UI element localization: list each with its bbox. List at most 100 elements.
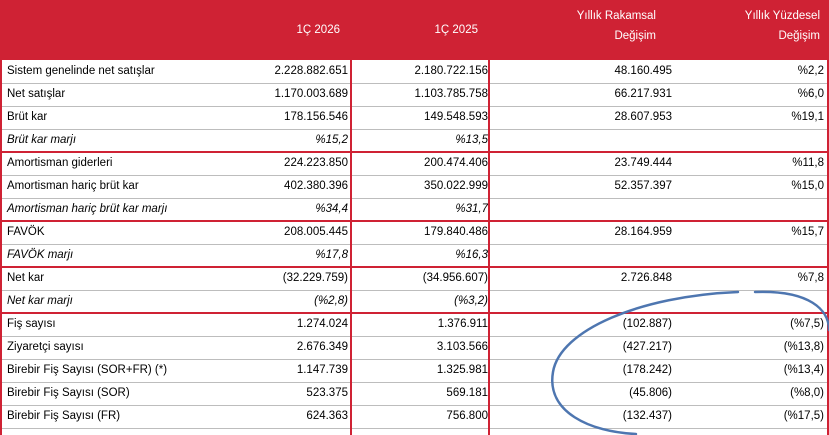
table-row: Net kar marjı (%2,8) (%3,2) bbox=[0, 290, 829, 313]
value-percent-change bbox=[0, 244, 824, 267]
value-percent-change: (%13,8) bbox=[783, 341, 824, 353]
table-row: Amortisman hariç brüt kar marjı %34,4 %31,… bbox=[0, 198, 829, 221]
row-divider bbox=[0, 405, 829, 406]
value-1q-2025: 179.840.486 bbox=[424, 226, 488, 238]
row-label: Amortisman giderleri bbox=[7, 157, 113, 169]
col-divider-1 bbox=[350, 60, 352, 435]
value-percent-change: %2,2 bbox=[797, 65, 824, 77]
row-label: Net kar marjı bbox=[7, 295, 73, 307]
value-percent-change: %19,1 bbox=[791, 111, 824, 123]
value-1q-2025: 1.103.785.758 bbox=[414, 88, 488, 100]
value-1q-2025: 756.800 bbox=[446, 410, 488, 422]
value-1q-2026: 2.676.349 bbox=[296, 341, 348, 353]
row-label: Amortisman hariç brüt kar marjı bbox=[7, 203, 168, 215]
row-divider bbox=[0, 290, 829, 291]
value-1q-2026: 1.147.739 bbox=[296, 364, 348, 376]
row-divider bbox=[0, 83, 829, 84]
table-row: Fiş sayısı 1.274.024 1.376.911 (102.887) (%7… bbox=[0, 313, 829, 336]
table-row: Net satışlar 1.170.003.689 1.103.785.758 66… bbox=[0, 83, 829, 106]
row-divider bbox=[0, 244, 829, 245]
row-label: FAVÖK bbox=[7, 226, 45, 238]
table-row: Amortisman giderleri 224.223.850 200.474.4… bbox=[0, 152, 829, 175]
table-row: Net kar (32.229.759) (34.956.607) 2.726.848… bbox=[0, 267, 829, 290]
value-1q-2025: 1.376.911 bbox=[437, 318, 488, 330]
table-row: Amortisman hariç brüt kar 402.380.396 350.… bbox=[0, 175, 829, 198]
row-label: Birebir Fiş Sayısı (SOR+FR) (*) bbox=[7, 364, 168, 376]
value-absolute-change: 66.217.931 bbox=[614, 88, 672, 100]
header-col-percent-change-line2: Değişim bbox=[778, 30, 820, 42]
value-percent-change bbox=[0, 129, 824, 152]
table-row: Brüt kar marjı %15,2 %13,5 bbox=[0, 129, 829, 152]
row-divider bbox=[0, 336, 829, 337]
table-row: Ziyaretçi sayısı 2.676.349 3.103.566 (427.2… bbox=[0, 336, 829, 359]
row-divider bbox=[0, 359, 829, 360]
group-divider bbox=[0, 312, 829, 314]
value-percent-change bbox=[0, 290, 824, 313]
row-label: FAVÖK marjı bbox=[7, 249, 74, 261]
value-1q-2026: 2.228.882.651 bbox=[274, 65, 348, 77]
value-absolute-change: 48.160.495 bbox=[614, 65, 672, 77]
value-1q-2026: (%2,8) bbox=[314, 295, 348, 307]
header-col-absolute-change-line2: Değişim bbox=[614, 30, 656, 42]
row-divider bbox=[0, 382, 829, 383]
row-label: Birebir Fiş Sayısı (FR) bbox=[7, 410, 121, 422]
table-header: 1Ç 2026 1Ç 2025 Yıllık Rakamsal Değişim … bbox=[0, 0, 829, 60]
group-divider bbox=[0, 220, 829, 222]
value-1q-2025: 1.325.981 bbox=[436, 364, 488, 376]
value-1q-2025: 2.180.722.156 bbox=[414, 65, 488, 77]
value-percent-change: %7,8 bbox=[797, 272, 824, 284]
row-label: Ziyaretçi sayısı bbox=[7, 341, 84, 353]
row-label: Brüt kar marjı bbox=[7, 134, 77, 146]
col-divider-2 bbox=[488, 60, 490, 435]
row-divider bbox=[0, 198, 829, 199]
table-row: Sistem genelinde net satışlar 2.228.882.6… bbox=[0, 60, 829, 83]
value-1q-2026: (32.229.759) bbox=[282, 272, 348, 284]
row-label: Net kar bbox=[7, 272, 45, 284]
value-percent-change: %15,7 bbox=[791, 226, 824, 238]
value-percent-change: (%7,5) bbox=[790, 318, 824, 330]
row-divider bbox=[0, 106, 829, 107]
value-absolute-change: 28.164.959 bbox=[614, 226, 672, 238]
value-absolute-change: 28.607.953 bbox=[614, 111, 672, 123]
row-label: Amortisman hariç brüt kar bbox=[7, 180, 139, 192]
table-row: Birebir Fiş Sayısı (SOR+FR) (*) 1.147.739… bbox=[0, 359, 829, 382]
row-label: Fiş sayısı bbox=[7, 318, 56, 330]
value-1q-2025: %16,3 bbox=[455, 249, 488, 261]
value-1q-2025: 3.103.566 bbox=[436, 341, 488, 353]
value-1q-2026: %17,8 bbox=[315, 249, 348, 261]
row-divider bbox=[0, 428, 829, 429]
group-divider bbox=[0, 151, 829, 153]
value-1q-2026: 208.005.445 bbox=[284, 226, 348, 238]
header-col-percent-change-line1: Yıllık Yüzdesel bbox=[744, 10, 820, 22]
value-1q-2026: 402.380.396 bbox=[284, 180, 348, 192]
row-label: Sistem genelinde net satışlar bbox=[7, 65, 155, 77]
value-1q-2025: 350.022.999 bbox=[424, 180, 488, 192]
table-row: Birebir Fiş Sayısı (SOR) 523.375 569.181 (4… bbox=[0, 382, 829, 405]
right-border bbox=[827, 60, 829, 435]
value-1q-2026: 224.223.850 bbox=[284, 157, 348, 169]
value-percent-change: %15,0 bbox=[791, 180, 824, 192]
table-row: FAVÖK marjı %17,8 %16,3 bbox=[0, 244, 829, 267]
value-percent-change: %6,0 bbox=[797, 88, 824, 100]
table-row: Birebir Fiş Sayısı (FR) 624.363 756.800 (13… bbox=[0, 405, 829, 428]
table-row: Brüt kar 178.156.546 149.548.593 28.607.953… bbox=[0, 106, 829, 129]
value-percent-change: (%8,0) bbox=[790, 387, 824, 399]
group-divider bbox=[0, 266, 829, 268]
value-percent-change: (%13,4) bbox=[783, 364, 824, 376]
row-label: Birebir Fiş Sayısı (SOR) bbox=[7, 387, 130, 399]
value-1q-2025: 149.548.593 bbox=[424, 111, 488, 123]
value-1q-2025: 569.181 bbox=[446, 387, 488, 399]
value-1q-2026: 1.170.003.689 bbox=[274, 88, 348, 100]
header-col-1q-2026: 1Ç 2026 bbox=[296, 24, 340, 36]
value-percent-change: %11,8 bbox=[792, 157, 824, 169]
header-col-1q-2025: 1Ç 2025 bbox=[434, 24, 478, 36]
header-col-absolute-change-line1: Yıllık Rakamsal bbox=[576, 10, 656, 22]
value-absolute-change: 52.357.397 bbox=[614, 180, 672, 192]
value-1q-2025: 200.474.406 bbox=[424, 157, 488, 169]
row-divider bbox=[0, 175, 829, 176]
value-1q-2026: 1.274.024 bbox=[296, 318, 348, 330]
value-absolute-change: 2.726.848 bbox=[620, 272, 672, 284]
value-1q-2026: 523.375 bbox=[306, 387, 348, 399]
row-label: Brüt kar bbox=[7, 111, 48, 123]
